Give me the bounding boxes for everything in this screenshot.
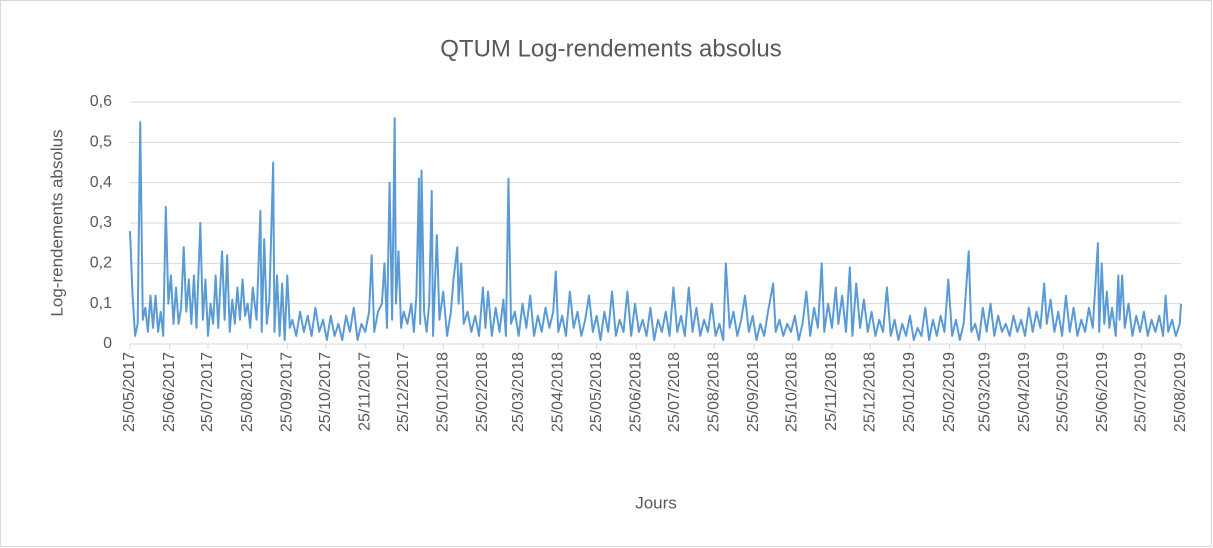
- x-tick-label: 25/07/2019: [1133, 352, 1150, 432]
- x-tick-label: 25/09/2017: [278, 352, 295, 432]
- x-tick-label: 25/02/2018: [474, 352, 491, 432]
- x-tick-label: 25/08/2019: [1172, 352, 1189, 432]
- x-tick-label: 25/11/2018: [823, 352, 840, 431]
- y-axis-label: Log-rendements absolus: [47, 129, 66, 316]
- x-tick-label: 25/08/2018: [706, 352, 723, 432]
- x-tick-label: 25/11/2017: [356, 352, 373, 431]
- x-tick-label: 25/12/2018: [862, 352, 879, 432]
- x-tick-label: 25/08/2017: [239, 352, 256, 432]
- chart-title: QTUM Log-rendements absolus: [440, 35, 781, 62]
- x-tick-label: 25/09/2018: [745, 352, 762, 432]
- x-axis-label: Jours: [635, 493, 677, 512]
- x-tick-label: 25/05/2019: [1055, 352, 1072, 432]
- x-tick-label: 25/01/2018: [434, 352, 451, 432]
- y-tick-label: 0,6: [90, 93, 112, 110]
- data-line: [129, 117, 1182, 341]
- y-tick-label: 0: [103, 335, 112, 352]
- x-tick-label: 25/02/2019: [941, 352, 958, 432]
- x-tick-label: 25/06/2018: [628, 352, 645, 432]
- x-tick-label: 25/05/2018: [588, 352, 605, 432]
- x-tick-label: 25/05/2017: [121, 352, 138, 432]
- x-tick-label: 25/06/2019: [1094, 352, 1111, 432]
- x-tick-label: 25/10/2017: [317, 352, 334, 432]
- x-tick-label: 25/10/2018: [784, 352, 801, 432]
- x-tick-label: 25/12/2017: [395, 352, 412, 432]
- y-tick-label: 0,5: [90, 134, 112, 151]
- y-tick-label: 0,2: [90, 255, 112, 272]
- x-tick-label: 25/03/2018: [510, 352, 527, 432]
- x-tick-label: 25/04/2019: [1016, 352, 1033, 432]
- x-tick-label: 25/06/2017: [161, 352, 178, 432]
- y-tick-label: 0,1: [90, 295, 112, 312]
- y-tick-label: 0,3: [90, 214, 112, 231]
- x-tick-label: 25/04/2018: [550, 352, 567, 432]
- x-tick-label: 25/01/2019: [901, 352, 918, 432]
- x-tick-label: 25/07/2018: [666, 352, 683, 432]
- x-tick-label: 25/07/2017: [199, 352, 216, 432]
- x-tick-label: 25/03/2019: [977, 352, 994, 432]
- y-tick-label: 0,4: [90, 174, 112, 191]
